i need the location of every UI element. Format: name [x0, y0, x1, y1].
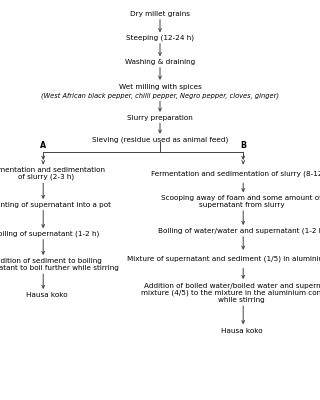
Text: Dry millet grains: Dry millet grains [130, 11, 190, 17]
Text: B: B [240, 142, 246, 150]
Text: Addition of sediment to boiling
supernatant to boil further while stirring: Addition of sediment to boiling supernat… [0, 258, 119, 271]
Text: Steeping (12-24 h): Steeping (12-24 h) [126, 35, 194, 41]
Text: Boiling of water/water and supernatant (1-2 h): Boiling of water/water and supernatant (… [157, 228, 320, 234]
Text: Hausa koko: Hausa koko [221, 328, 262, 334]
Text: Washing & draining: Washing & draining [125, 59, 195, 65]
Text: Wet milling with spices: Wet milling with spices [119, 84, 201, 90]
Text: Fermentation and sedimentation
of slurry (2-3 h): Fermentation and sedimentation of slurry… [0, 167, 105, 180]
Text: Addition of boiled water/boiled water and supernatant
mixture (4/5) to the mixtu: Addition of boiled water/boiled water an… [141, 282, 320, 303]
Text: Scooping away of foam and some amount of
supernatant from slurry: Scooping away of foam and some amount of… [161, 195, 320, 208]
Text: A: A [40, 142, 46, 150]
Text: Mixture of supernatant and sediment (1/5) in aluminium utensil: Mixture of supernatant and sediment (1/5… [127, 256, 320, 262]
Text: Hausa koko: Hausa koko [26, 292, 67, 298]
Text: Boiling of supernatant (1-2 h): Boiling of supernatant (1-2 h) [0, 231, 100, 237]
Text: Decanting of supernatant into a pot: Decanting of supernatant into a pot [0, 202, 111, 208]
Text: Fermentation and sedimentation of slurry (8-12 h): Fermentation and sedimentation of slurry… [151, 170, 320, 177]
Text: (West African black pepper, chilli pepper, Negro pepper, cloves, ginger): (West African black pepper, chilli peppe… [41, 92, 279, 98]
Text: Sieving (residue used as animal feed): Sieving (residue used as animal feed) [92, 136, 228, 143]
Text: Slurry preparation: Slurry preparation [127, 115, 193, 121]
